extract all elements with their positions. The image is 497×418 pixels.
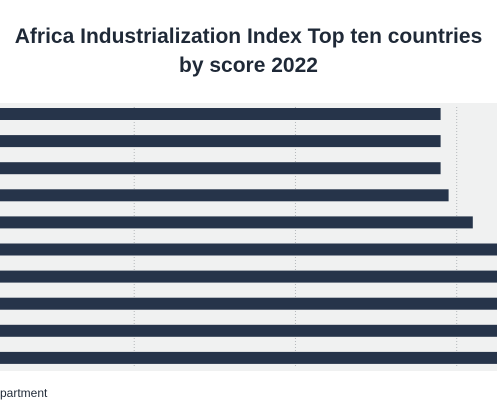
chart-title-line-2: by score 2022: [179, 54, 318, 77]
source-note: partment: [0, 386, 48, 400]
bar-9: [0, 324, 497, 337]
bar-10: [0, 351, 497, 364]
chart-title: Africa Industrialization Index Top ten c…: [0, 22, 497, 80]
gridlines: [133, 107, 458, 367]
bars: [0, 108, 497, 364]
bar-8: [0, 297, 497, 310]
bar-7: [0, 270, 497, 283]
bar-1: [0, 108, 441, 120]
chart-title-line-1: Africa Industrialization Index Top ten c…: [14, 25, 483, 48]
bar-3: [0, 162, 441, 175]
bar-2: [0, 135, 441, 148]
bar-6: [0, 243, 497, 256]
bar-4: [0, 189, 449, 202]
bar-5: [0, 216, 473, 229]
